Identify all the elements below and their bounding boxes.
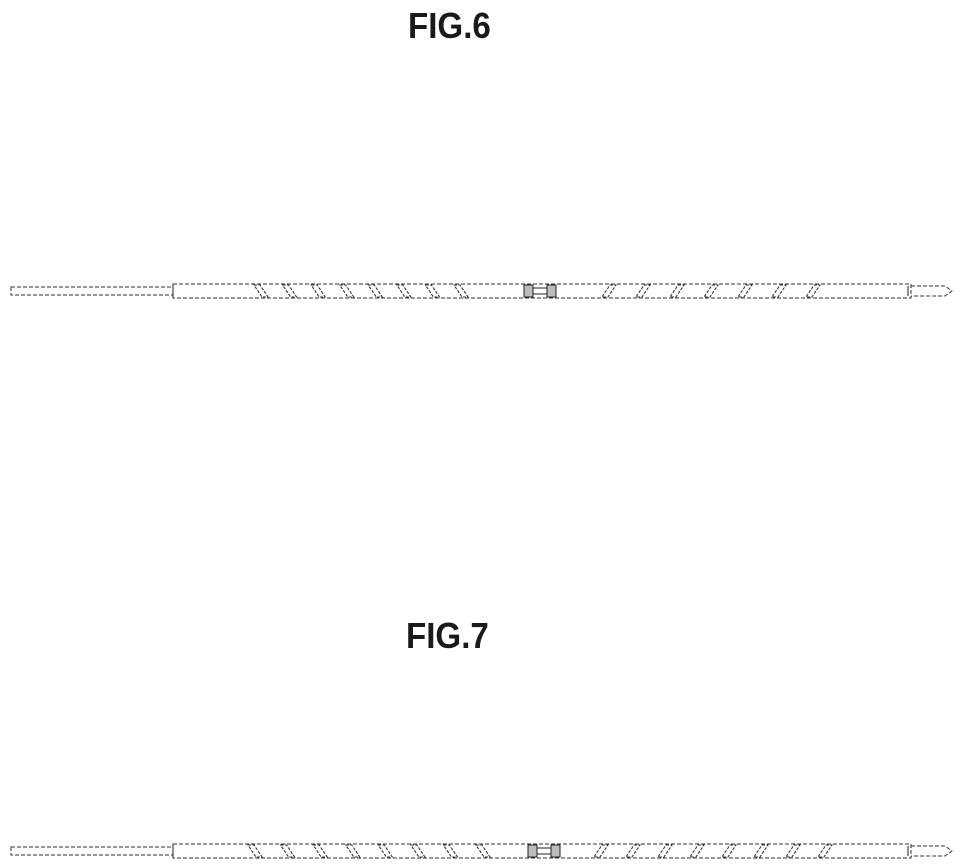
slash-mark-right bbox=[594, 845, 608, 857]
slash-mark-right bbox=[602, 285, 616, 297]
figure-7-drawing bbox=[0, 834, 966, 868]
slash-mark-left bbox=[397, 285, 411, 297]
figure-6-drawing bbox=[0, 270, 966, 314]
helical-slashes bbox=[248, 845, 832, 857]
slash-mark-left bbox=[346, 845, 360, 857]
slash-mark-right bbox=[626, 845, 640, 857]
slash-mark-left bbox=[368, 285, 382, 297]
figure-7-title: FIG.7 bbox=[406, 618, 489, 654]
right-tip bbox=[911, 286, 952, 296]
figure-6-device bbox=[11, 284, 952, 298]
main-body bbox=[173, 844, 911, 858]
slash-mark-right bbox=[704, 285, 718, 297]
slash-mark-right bbox=[670, 285, 684, 297]
slash-mark-right bbox=[658, 845, 672, 857]
main-body bbox=[173, 284, 911, 298]
slash-mark-left bbox=[443, 845, 457, 857]
slash-mark-right bbox=[690, 845, 704, 857]
slash-mark-right bbox=[806, 285, 820, 297]
left-lead bbox=[11, 847, 173, 855]
slash-mark-left bbox=[254, 285, 268, 297]
slash-mark-left bbox=[248, 845, 262, 857]
center-connector bbox=[528, 845, 560, 857]
slash-mark-left bbox=[454, 285, 468, 297]
slash-mark-left bbox=[340, 285, 354, 297]
slash-mark-left bbox=[411, 845, 425, 857]
slash-mark-left bbox=[378, 845, 392, 857]
slash-mark-right bbox=[738, 285, 752, 297]
center-connector bbox=[524, 285, 556, 297]
slash-mark-left bbox=[425, 285, 439, 297]
slash-mark-right bbox=[636, 285, 650, 297]
slash-mark-left bbox=[476, 845, 490, 857]
slash-mark-left bbox=[281, 845, 295, 857]
slash-mark-left bbox=[311, 285, 325, 297]
slash-mark-right bbox=[818, 845, 832, 857]
slash-mark-right bbox=[772, 285, 786, 297]
slash-mark-right bbox=[786, 845, 800, 857]
helical-slashes bbox=[254, 285, 820, 297]
slash-mark-right bbox=[722, 845, 736, 857]
slash-mark-left bbox=[283, 285, 297, 297]
figure-6-title: FIG.6 bbox=[408, 8, 491, 44]
left-lead bbox=[11, 287, 173, 295]
right-tip bbox=[911, 846, 952, 856]
figure-7-device bbox=[11, 844, 952, 858]
slash-mark-left bbox=[313, 845, 327, 857]
slash-mark-right bbox=[754, 845, 768, 857]
